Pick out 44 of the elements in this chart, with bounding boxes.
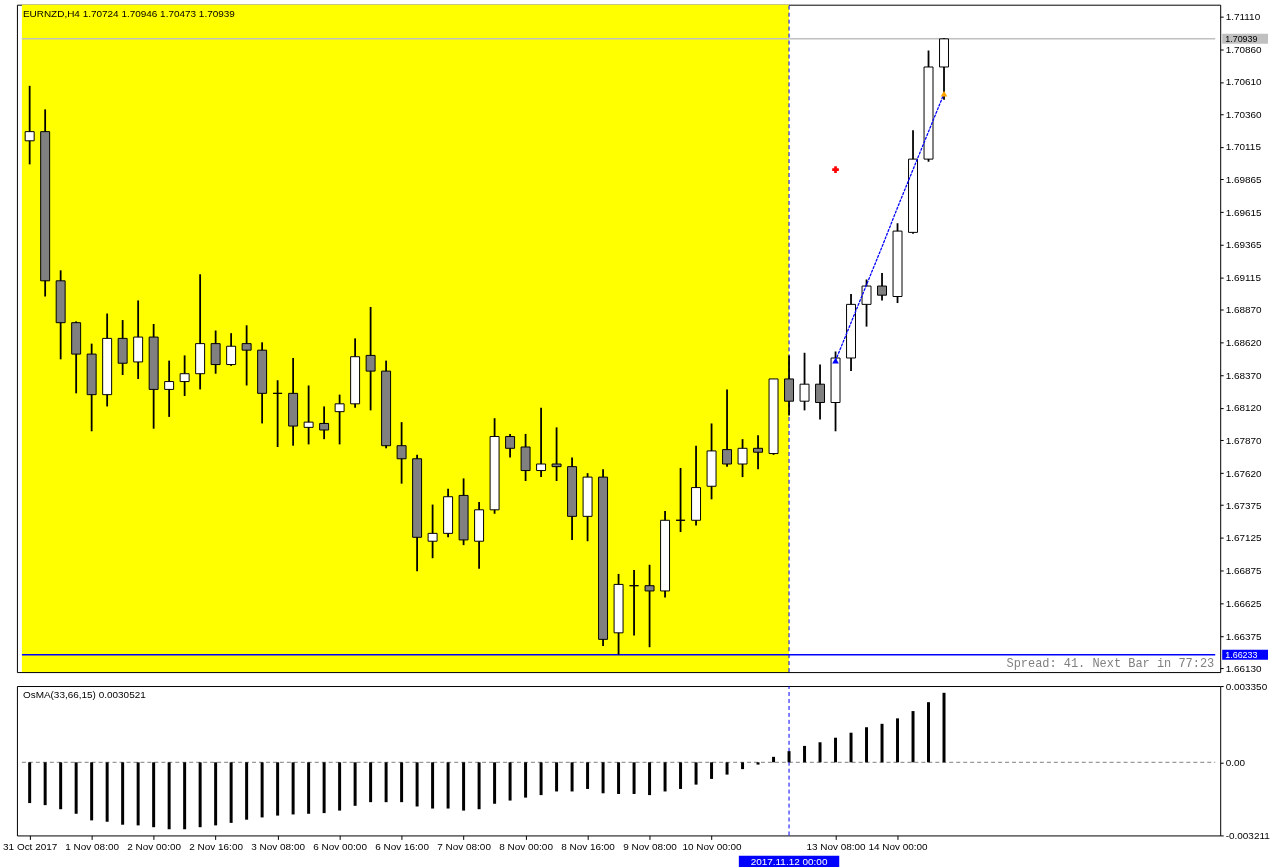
x-tick-label: 3 Nov 08:00 (251, 840, 306, 852)
y-tick-label: 1.68120 (1225, 402, 1263, 414)
x-tick-label: 31 Oct 2017 (3, 840, 58, 852)
x-tick-label: 10 Nov 00:00 (682, 840, 743, 852)
y-tick-label: 1.66375 (1225, 630, 1263, 642)
x-tick-label: 2 Nov 16:00 (189, 840, 244, 852)
y-tick-label: 0.003350 (1225, 680, 1268, 692)
ref-line-label: 1.66233 (1225, 649, 1258, 660)
y-tick-label: 1.70860 (1225, 43, 1263, 55)
y-tick-label: 1.66130 (1225, 662, 1263, 674)
x-tick-label: 2 Nov 00:00 (127, 840, 182, 852)
x-tick-label: 13 Nov 08:00 (806, 840, 867, 852)
y-tick-label: 1.68620 (1225, 336, 1263, 348)
y-tick-label: 1.70115 (1225, 141, 1262, 153)
chart-title: OsMA(33,66,15) 0.0030521 (22, 688, 147, 700)
x-tick-label: 8 Nov 16:00 (561, 840, 616, 852)
y-tick-label: 1.67620 (1225, 467, 1263, 479)
x-tick-label: 14 Nov 00:00 (868, 840, 929, 852)
x-tick-label: 7 Nov 08:00 (437, 840, 492, 852)
x-tick-label: 1 Nov 08:00 (65, 840, 120, 852)
x-tick-label: 8 Nov 00:00 (499, 840, 554, 852)
y-tick-label: -0.003211 (1225, 829, 1271, 841)
annotation: Spread: 41. Next Bar in 77:23 (1006, 657, 1215, 672)
ref-line-label: 1.70939 (1225, 33, 1258, 44)
y-tick-label: 1.71110 (1225, 10, 1261, 22)
x-tick-label: 9 Nov 08:00 (623, 840, 678, 852)
x-tick-label: 6 Nov 00:00 (313, 840, 368, 852)
y-tick-label: 1.70610 (1225, 76, 1263, 88)
y-tick-label: 1.67375 (1225, 499, 1263, 511)
y-tick-label: 1.66625 (1225, 597, 1263, 609)
y-tick-label: 1.68870 (1225, 304, 1263, 316)
x-tick-label: 2017.11.12 00:00 (750, 856, 828, 867)
y-tick-label: 1.68370 (1225, 369, 1263, 381)
y-tick-label: 1.69115 (1225, 272, 1262, 284)
y-tick-label: 1.70360 (1225, 109, 1263, 121)
y-tick-label: 1.67125 (1225, 532, 1263, 544)
y-tick-label: 1.69615 (1225, 206, 1263, 218)
y-tick-label: 1.66875 (1225, 565, 1263, 577)
y-tick-label: 0.00 (1225, 756, 1246, 768)
y-tick-label: 1.69365 (1225, 239, 1263, 251)
y-tick-label: 1.67870 (1225, 434, 1263, 446)
x-tick-label: 6 Nov 16:00 (375, 840, 430, 852)
y-tick-label: 1.69865 (1225, 173, 1263, 185)
chart-title: EURNZD,H4 1.70724 1.70946 1.70473 1.70939 (22, 7, 236, 19)
